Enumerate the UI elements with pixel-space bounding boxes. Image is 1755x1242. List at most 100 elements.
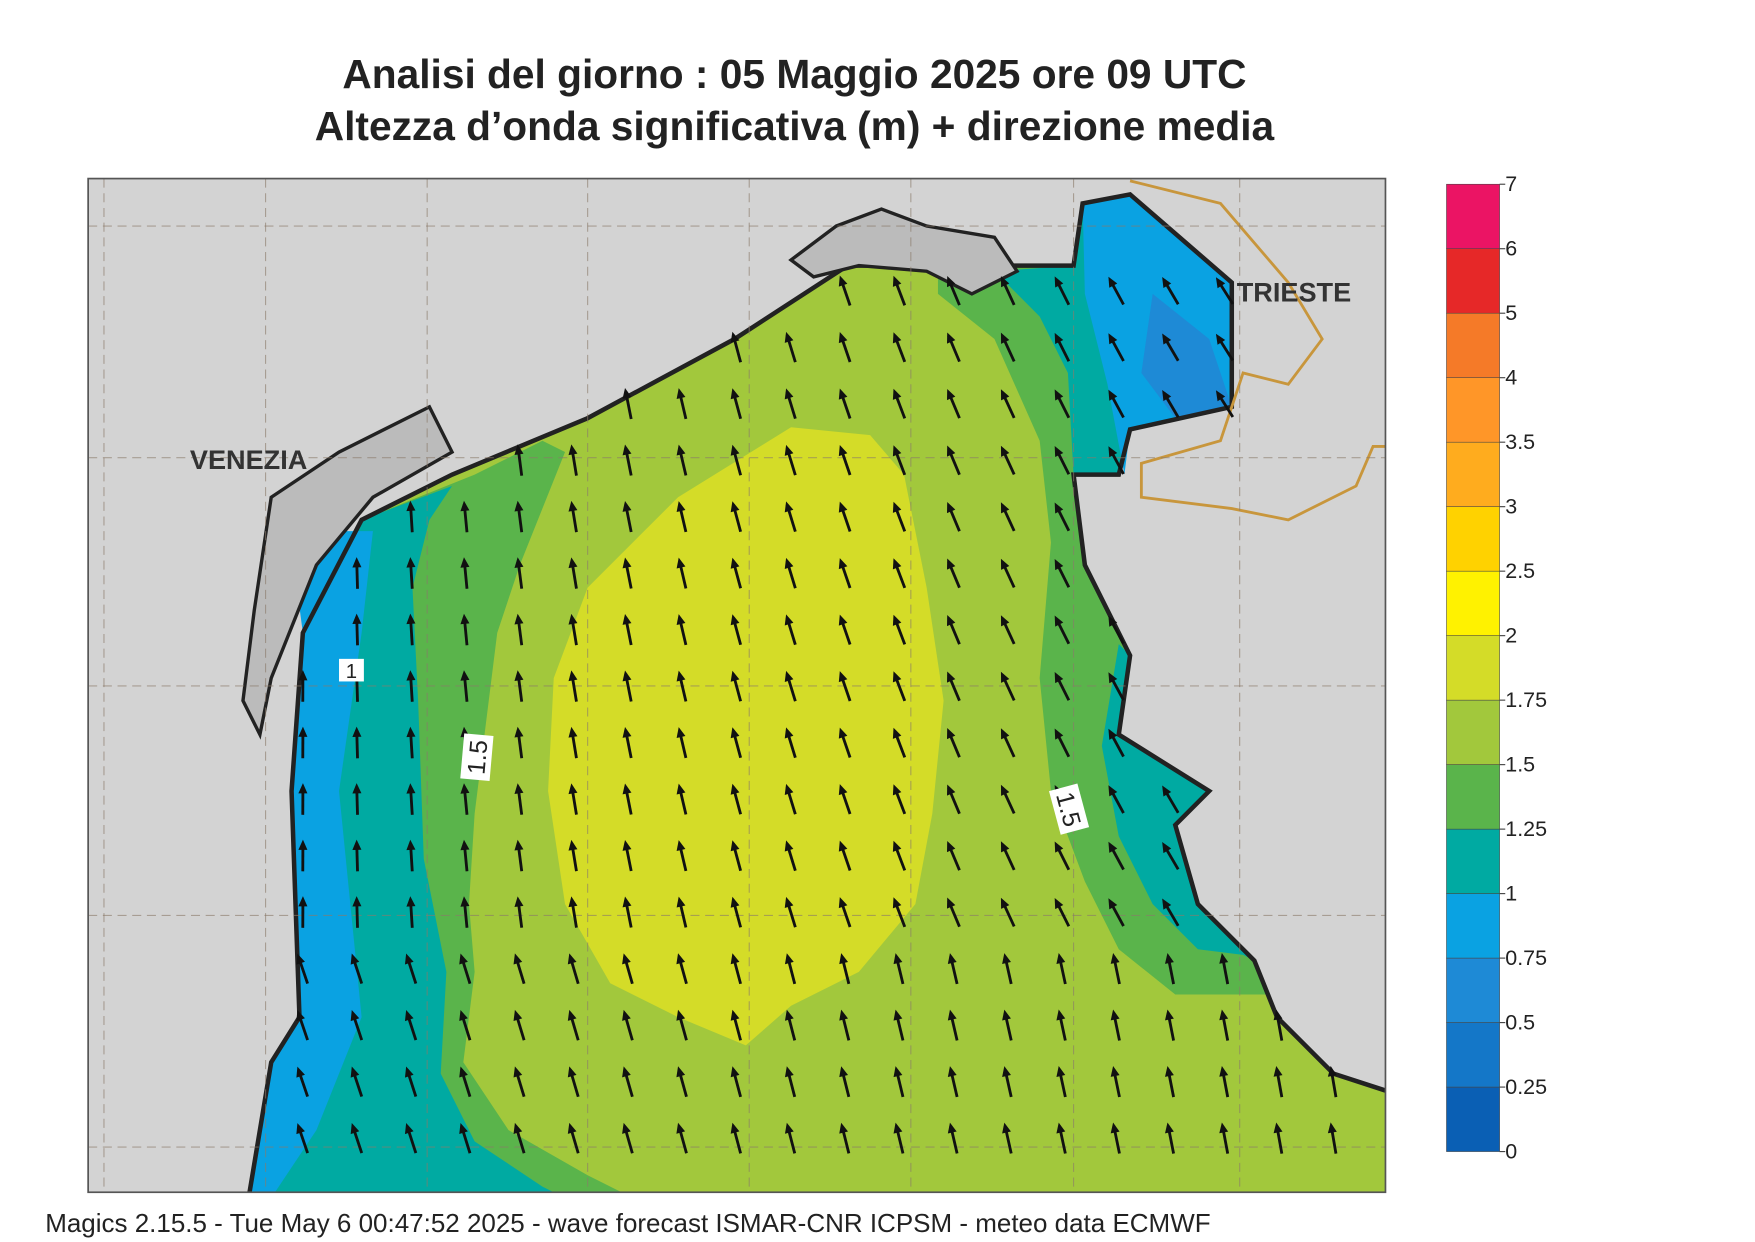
arrow-head: [676, 896, 686, 908]
arrow: [730, 557, 742, 589]
arrow-head: [298, 783, 308, 794]
arrow-head: [1054, 502, 1064, 514]
arrow-head: [892, 784, 902, 796]
arrow: [946, 332, 961, 363]
arrow-head: [730, 783, 740, 795]
arrow: [1108, 276, 1125, 306]
arrow-head: [568, 557, 578, 569]
arrow: [784, 388, 797, 420]
arrow: [1000, 615, 1016, 645]
arrow-head: [893, 1066, 903, 1078]
arrow-head: [676, 1009, 686, 1021]
arrow-head: [1054, 332, 1064, 345]
arrow: [514, 726, 524, 759]
arrow: [838, 897, 852, 928]
arrow-head: [893, 1122, 903, 1134]
arrow: [1000, 276, 1016, 306]
arrow: [1110, 1066, 1121, 1098]
colorbar-tick-label: 2: [1505, 623, 1517, 647]
arrow: [350, 1123, 364, 1154]
arrow-head: [1219, 1122, 1229, 1134]
arrow-head: [838, 727, 848, 739]
arrow: [784, 896, 797, 928]
arrow-head: [946, 388, 956, 401]
arrow: [567, 953, 580, 985]
arrow-head: [1219, 1009, 1229, 1021]
arrow: [893, 953, 905, 985]
arrow: [404, 1009, 418, 1041]
arrow: [893, 1066, 905, 1098]
arrow: [946, 727, 961, 758]
arrow-head: [567, 1122, 577, 1134]
arrow-head: [838, 784, 848, 796]
arrow-head: [1165, 952, 1174, 964]
arrow: [946, 784, 961, 815]
arrow: [892, 727, 907, 758]
arrow: [1219, 1065, 1230, 1098]
arrow: [296, 953, 309, 984]
subtitle: Altezza d’onda significativa (m) + direz…: [315, 103, 1275, 149]
arrow-head: [838, 840, 848, 852]
arrow-head: [946, 332, 956, 344]
arrow: [352, 783, 362, 815]
arrow: [622, 1066, 634, 1098]
arrow-head: [838, 275, 848, 287]
arrow: [1273, 1009, 1284, 1041]
arrow: [676, 557, 688, 589]
colorbar-bin: [1446, 764, 1500, 830]
arrow: [893, 1009, 905, 1041]
arrow: [730, 444, 742, 476]
arrow: [946, 558, 961, 589]
arrow: [1054, 615, 1071, 645]
arrow: [406, 726, 416, 759]
arrow: [1054, 332, 1071, 362]
arrow-head: [1056, 1009, 1066, 1021]
arrow: [730, 953, 742, 985]
colorbar-tick-label: 5: [1505, 301, 1517, 325]
contour-label: 1: [339, 658, 364, 683]
arrow: [1000, 332, 1016, 363]
arrow-head: [622, 387, 632, 399]
arrow: [513, 1122, 526, 1154]
arrow-head: [1054, 728, 1064, 740]
arrow-head: [1215, 277, 1226, 289]
arrow: [1056, 1009, 1067, 1041]
arrow-head: [406, 500, 416, 512]
arrow: [567, 1009, 580, 1041]
arrow: [784, 727, 797, 759]
arrow: [514, 500, 524, 533]
arrow-head: [622, 1066, 631, 1078]
arrow-head: [568, 726, 578, 738]
colorbar-bin: [1446, 377, 1500, 443]
arrow-head: [1108, 389, 1118, 401]
arrow-head: [298, 670, 308, 681]
arrow-head: [298, 896, 308, 907]
arrow: [1162, 389, 1180, 418]
arrow-head: [406, 726, 416, 738]
arrow: [514, 613, 524, 646]
arrow-head: [676, 388, 686, 400]
arrow-head: [838, 332, 848, 344]
arrow: [406, 839, 416, 872]
arrow-head: [1054, 558, 1064, 571]
arrow-head: [513, 1009, 523, 1021]
arrow: [513, 1009, 526, 1041]
arrow: [839, 1009, 851, 1041]
arrow: [352, 613, 362, 646]
arrow-head: [622, 613, 632, 625]
arrow: [1000, 558, 1016, 589]
arrow: [784, 331, 797, 363]
arrow: [1002, 1122, 1013, 1154]
colorbar-bin: [1446, 570, 1500, 636]
arrow: [946, 897, 961, 928]
arrow: [1002, 1009, 1013, 1041]
arrow-head: [784, 840, 794, 852]
arrow: [784, 1009, 797, 1041]
arrow-head: [1273, 1122, 1283, 1134]
arrow: [1000, 784, 1016, 815]
arrow-head: [892, 671, 902, 683]
arrow: [352, 726, 362, 759]
arrow-head: [730, 953, 740, 965]
arrow: [784, 444, 797, 476]
arrow-head: [1000, 389, 1010, 401]
